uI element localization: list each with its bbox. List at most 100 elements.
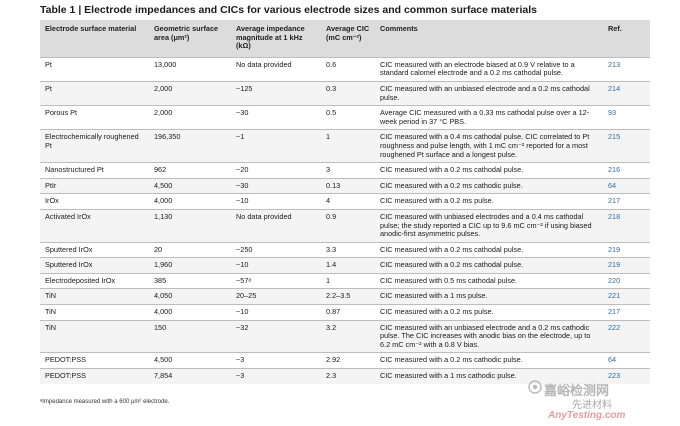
table-row: TiN 150 ~32 3.2 CIC measured with an unbiase… [40,319,650,353]
watermark-cn-subtext: 先进材料 [572,400,612,411]
cell-impedance: ~32 [231,319,321,353]
cell-ref[interactable]: 93 [603,105,650,130]
cell-material: PEDOT:PSS [40,352,149,369]
table-row: Porous Pt 2,000 ~30 0.5 Average CIC measured… [40,105,650,130]
cell-material: TiN [40,304,149,321]
cell-comments: CIC measured with a 0.2 ms cathodic puls… [375,177,603,194]
cell-material: Porous Pt [40,105,149,130]
cell-impedance: ~57ᵃ [231,272,321,289]
cell-cic: 4 [321,193,375,210]
cell-impedance: ~20 [231,162,321,179]
cell-cic: 0.9 [321,208,375,243]
cell-material: Pt [40,56,149,82]
cell-impedance: ~125 [231,80,321,106]
cell-ref[interactable]: 217 [603,304,650,321]
cell-comments: CIC measured with 0.5 ms cathodal pulse. [375,272,603,289]
materials-table: Electrode surface material Geometric sur… [40,20,650,384]
cell-cic: 0.5 [321,105,375,130]
cell-area: 4,500 [149,352,231,369]
cell-ref[interactable]: 213 [603,56,650,82]
cell-material: Sputtered IrOx [40,257,149,274]
cell-impedance: ~250 [231,241,321,258]
col-header-comments: Comments [375,20,603,58]
cell-ref[interactable]: 64 [603,177,650,194]
cell-comments: CIC measured with a 0.2 ms pulse. [375,193,603,210]
cell-material: PtIr [40,177,149,194]
table-row: Sputtered IrOx 1,960 ~10 1.4 CIC measured wi… [40,257,650,274]
cell-material: Activated IrOx [40,208,149,243]
cell-area: 1,960 [149,257,231,274]
cell-comments: Average CIC measured with a 0.33 ms cath… [375,105,603,130]
watermark-en-text: AnyTesting.com [548,410,626,421]
cell-ref[interactable]: 214 [603,80,650,106]
cell-impedance: 20–25 [231,288,321,305]
table-row: PEDOT:PSS 4,500 ~3 2.92 CIC measured with a … [40,352,650,369]
cell-area: 4,000 [149,193,231,210]
cell-area: 4,000 [149,304,231,321]
cell-impedance: ~10 [231,304,321,321]
cell-cic: 2.2–3.5 [321,288,375,305]
cell-ref[interactable]: 217 [603,193,650,210]
cell-area: 4,500 [149,177,231,194]
cell-cic: 1 [321,129,375,163]
table-title: Table 1 | Electrode impedances and CICs … [40,4,538,16]
table-row: Activated IrOx 1,130 No data provided 0.9 CI… [40,208,650,243]
col-header-ref: Ref. [603,20,650,58]
cell-area: 150 [149,319,231,353]
cell-impedance: ~3 [231,352,321,369]
cell-cic: 1.4 [321,257,375,274]
cell-cic: 3.3 [321,241,375,258]
col-header-cic: Average CIC (mC cm⁻²) [321,20,375,58]
cell-material: Electrochemically roughened Pt [40,129,149,163]
cell-ref[interactable]: 219 [603,257,650,274]
table-row: PtIr 4,500 ~30 0.13 CIC measured with a 0.2 … [40,177,650,194]
cell-cic: 0.13 [321,177,375,194]
cell-impedance: ~30 [231,177,321,194]
table-row: Electrochemically roughened Pt 196,350 ~1 1… [40,129,650,163]
cell-ref[interactable]: 220 [603,272,650,289]
cell-area: 4,050 [149,288,231,305]
col-header-impedance: Average impedance magnitude at 1 kHz (kΩ… [231,20,321,58]
cell-area: 13,000 [149,56,231,82]
cell-ref[interactable]: 215 [603,129,650,163]
cell-ref[interactable]: 64 [603,352,650,369]
col-header-area: Geometric surface area (μm²) [149,20,231,58]
cell-cic: 3 [321,162,375,179]
cell-cic: 0.3 [321,80,375,106]
cell-comments: CIC measured with an electrode biased at… [375,56,603,82]
cell-impedance: ~10 [231,257,321,274]
cell-impedance: No data provided [231,56,321,82]
cell-comments: CIC measured with a 1 ms cathodic pulse. [375,368,603,384]
table-row: Pt 2,000 ~125 0.3 CIC measured with an unbia… [40,80,650,106]
cell-ref[interactable]: 218 [603,208,650,243]
cell-ref[interactable]: 216 [603,162,650,179]
cell-cic: 1 [321,272,375,289]
cell-comments: CIC measured with a 1 ms pulse. [375,288,603,305]
cell-cic: 0.87 [321,304,375,321]
cell-impedance: No data provided [231,208,321,243]
cell-comments: CIC measured with a 0.2 ms cathodal puls… [375,162,603,179]
cell-ref[interactable]: 222 [603,319,650,353]
cell-comments: CIC measured with a 0.2 ms pulse. [375,304,603,321]
cell-ref[interactable]: 221 [603,288,650,305]
cell-area: 2,000 [149,105,231,130]
cell-comments: CIC measured with a 0.2 ms cathodic puls… [375,352,603,369]
cell-material: PEDOT:PSS [40,368,149,384]
cell-material: Nanostructured Pt [40,162,149,179]
table-row: TiN 4,050 20–25 2.2–3.5 CIC measured with a … [40,288,650,305]
cell-material: IrOx [40,193,149,210]
cell-comments: CIC measured with a 0.2 ms cathodal puls… [375,257,603,274]
cell-comments: CIC measured with an unbiased electrode … [375,319,603,353]
cell-impedance: ~1 [231,129,321,163]
cell-comments: CIC measured with an unbiased electrode … [375,80,603,106]
cell-material: TiN [40,288,149,305]
table-row: Pt 13,000 No data provided 0.6 CIC measured … [40,56,650,82]
cell-ref[interactable]: 219 [603,241,650,258]
cell-comments: CIC measured with a 0.4 ms cathodal puls… [375,129,603,163]
cell-material: TiN [40,319,149,353]
cell-ref[interactable]: 223 [603,368,650,384]
cell-material: Sputtered IrOx [40,241,149,258]
col-header-material: Electrode surface material [40,20,149,58]
cell-material: Electrodeposited IrOx [40,272,149,289]
cell-area: 196,350 [149,129,231,163]
